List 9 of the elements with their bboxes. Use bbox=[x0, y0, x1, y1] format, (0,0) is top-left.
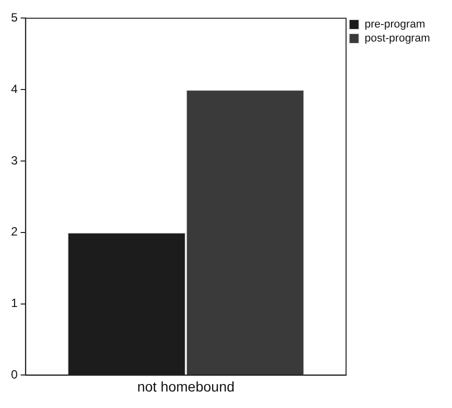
y-tick-label: 5 bbox=[10, 10, 18, 25]
y-tick-label: 0 bbox=[10, 368, 18, 382]
y-tick-label: 2 bbox=[10, 224, 18, 239]
y-tick-label: 4 bbox=[10, 82, 18, 96]
legend-label: post-program bbox=[364, 32, 430, 45]
y-tick-label: 3 bbox=[10, 153, 18, 168]
y-tick-label: 1 bbox=[10, 296, 18, 310]
x-tick-label: not homebound bbox=[137, 378, 235, 394]
legend-label: pre-program bbox=[364, 18, 426, 31]
